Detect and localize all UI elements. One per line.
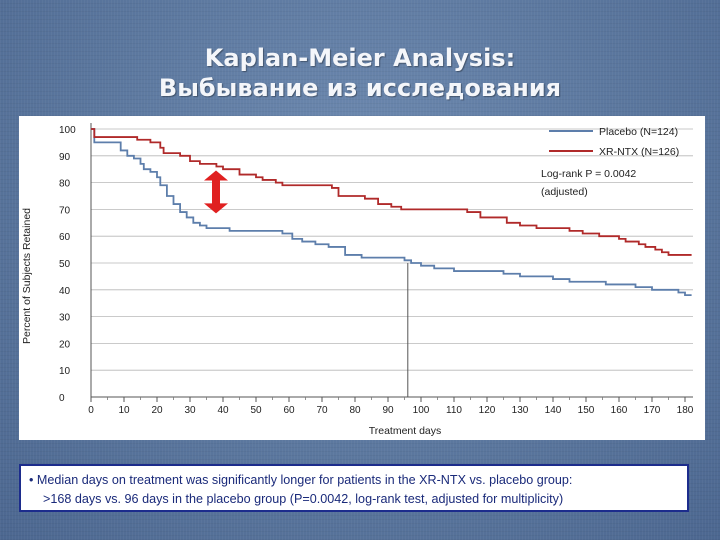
x-tick-label-70: 70: [316, 405, 328, 416]
x-tick-label-180: 180: [677, 405, 694, 416]
x-tick-label-110: 110: [446, 405, 462, 416]
grid-layer: [91, 128, 693, 371]
x-tick-label-40: 40: [217, 405, 229, 416]
x-tick-label-140: 140: [545, 405, 562, 416]
km-chart: 0 10 20 30 40 50 60 70 80 90 100 0 10 20 30 40 50 60 70 80 9…: [21, 123, 694, 437]
y-tick-label-10: 10: [59, 366, 71, 377]
y-tick-label-20: 20: [59, 339, 71, 350]
x-tick-label-60: 60: [283, 405, 295, 416]
y-axis-title: Percent of Subjects Retained: [21, 208, 33, 344]
x-tick-label-10: 10: [118, 405, 130, 416]
xrntx-curve: [91, 128, 692, 256]
summary-note: • Median days on treatment was significa…: [19, 464, 689, 512]
summary-note-line2: >168 days vs. 96 days in the placebo gro…: [43, 492, 564, 506]
x-tick-label-80: 80: [349, 405, 361, 416]
axis-layer: 0 10 20 30 40 50 60 70 80 90 100 0 10 20 30 40 50 60 70 80 9…: [59, 123, 694, 416]
series-layer: [91, 128, 692, 397]
x-tick-label-100: 100: [413, 405, 430, 416]
chart-panel: 0 10 20 30 40 50 60 70 80 90 100 0 10 20 30 40 50 60 70 80 9…: [19, 116, 705, 440]
legend-label-xrntx: XR-NTX (N=126): [599, 146, 679, 158]
y-tick-label-40: 40: [59, 286, 71, 297]
x-tick-label-130: 130: [512, 405, 529, 416]
y-tick-label-70: 70: [59, 205, 71, 216]
y-tick-label-0: 0: [59, 393, 65, 404]
x-tick-label-90: 90: [382, 405, 394, 416]
summary-note-line1: • Median days on treatment was significa…: [29, 473, 573, 487]
difference-arrow: [204, 170, 228, 214]
y-tick-label-90: 90: [59, 152, 71, 163]
x-tick-label-0: 0: [88, 405, 94, 416]
y-tick-label-50: 50: [59, 259, 71, 270]
x-axis-title: Treatment days: [369, 425, 442, 437]
annotation-logrank: Log-rank P = 0.0042: [541, 168, 636, 180]
x-tick-label-160: 160: [611, 405, 628, 416]
placebo-curve: [91, 128, 692, 297]
double-arrow-icon: [204, 170, 228, 214]
x-tick-label-120: 120: [479, 405, 496, 416]
y-tick-label-60: 60: [59, 232, 71, 243]
legend: Placebo (N=124) XR-NTX (N=126) Log-rank …: [541, 126, 679, 198]
annotation-adjusted: (adjusted): [541, 186, 588, 198]
y-tick-label-100: 100: [59, 125, 76, 136]
x-tick-label-30: 30: [184, 405, 196, 416]
legend-label-placebo: Placebo (N=124): [599, 126, 678, 138]
x-tick-label-150: 150: [578, 405, 595, 416]
y-tick-label-80: 80: [59, 179, 71, 190]
slide-title-line2: Выбывание из исследования: [158, 74, 562, 102]
x-tick-label-20: 20: [151, 405, 163, 416]
slide-title: Kaplan-Meier Analysis: Выбывание из иссл…: [0, 43, 720, 103]
y-tick-label-30: 30: [59, 313, 71, 324]
slide-title-line1: Kaplan-Meier Analysis:: [204, 44, 516, 72]
x-tick-label-170: 170: [644, 405, 661, 416]
x-tick-label-50: 50: [250, 405, 262, 416]
